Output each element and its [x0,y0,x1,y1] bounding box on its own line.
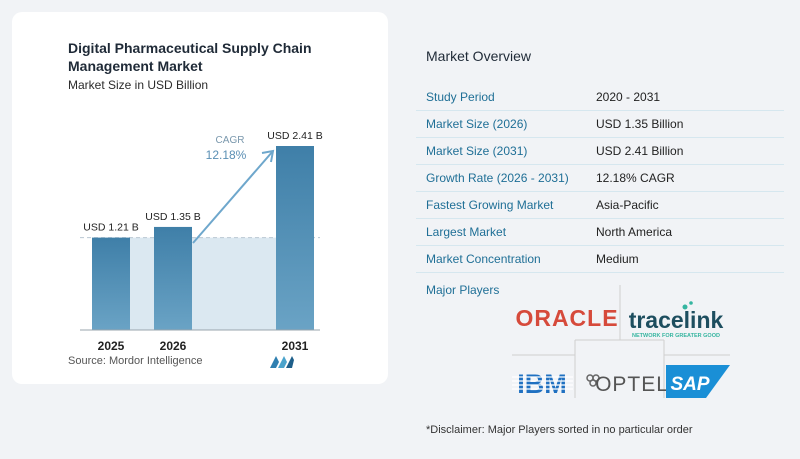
tracelink-dot-icon [682,304,688,310]
overview-row-label: Market Concentration [426,252,541,266]
ibm-stripes-icon [512,376,573,390]
bar-2031 [276,146,314,330]
overview-row-label: Largest Market [426,225,507,239]
cagr-arrow [192,149,275,244]
tracelink-dot-icon [689,301,693,305]
bar-2026 [154,226,192,330]
bar-2025 [92,237,130,330]
ibm-logo: IBM [517,369,567,399]
sap-badge-icon [666,365,730,398]
overview-row-value: USD 1.35 Billion [596,117,684,131]
overview-row-value: USD 2.41 Billion [596,144,684,158]
oracle-logo: ORACLE [515,305,618,331]
overview-title: Market Overview [426,48,532,64]
overview-row-value: 2020 - 2031 [596,90,661,104]
tracelink-logo: tracelink [629,307,724,333]
bar-chart: USD 1.21 B 2025 USD 1.35 B 2026 USD 2.41 B 20… [80,130,323,353]
x-tick-label: 2026 [160,339,187,353]
cagr-label: CAGR [216,135,245,146]
overview-row-value: Asia-Pacific [596,198,659,212]
overview-row-label: Market Size (2031) [426,144,528,158]
overview-row: Growth Rate (2026 - 2031) 12.18% CAGR [416,165,784,192]
major-players-title: Major Players [426,283,500,297]
chart-subtitle: Market Size in USD Billion [68,78,209,92]
overview-table: Study Period 2020 - 2031 Market Size (2026… [416,84,784,273]
overview-row-label: Growth Rate (2026 - 2031) [426,171,569,185]
overview-row: Market Size (2031) USD 2.41 Billion [416,138,784,165]
major-players-logos: ORACLE tracelink NETWORK FOR GREATER GOO… [512,285,730,399]
overview-row-label: Market Size (2026) [426,117,528,131]
cagr-value: 12.18% [206,148,247,162]
bar-value-label: USD 1.21 B [83,222,138,234]
overview-row-label: Fastest Growing Market [426,198,554,212]
bar-value-label: USD 2.41 B [267,130,322,142]
x-tick-label: 2025 [98,339,125,353]
bar-value-label: USD 1.35 B [145,211,200,223]
disclaimer: *Disclaimer: Major Players sorted in no … [426,424,693,436]
x-tick-label: 2031 [282,339,309,353]
overview-row: Largest Market North America [416,219,784,246]
overview-row: Market Concentration Medium [416,246,784,273]
optel-logo: OPTEL [595,373,669,396]
overview-row: Study Period 2020 - 2031 [416,84,784,111]
source-note: Source: Mordor Intelligence [68,355,203,367]
overview-row: Market Size (2026) USD 1.35 Billion [416,111,784,138]
chart-title: Digital Pharmaceutical Supply Chain Mana… [68,40,312,74]
optel-mark-icon [586,374,600,387]
overview-row-value: North America [596,225,673,239]
tracelink-tagline: NETWORK FOR GREATER GOOD [632,333,720,339]
sap-logo: SAP [670,374,709,395]
overview-row: Fastest Growing Market Asia-Pacific [416,192,784,219]
overview-row-label: Study Period [426,90,495,104]
overview-row-value: 12.18% CAGR [596,171,675,185]
bars-layer: USD 1.21 B 2025 USD 1.35 B 2026 USD 2.41 B 20… [80,130,323,353]
mordor-logo-icon [270,356,294,368]
overview-row-value: Medium [596,252,639,266]
